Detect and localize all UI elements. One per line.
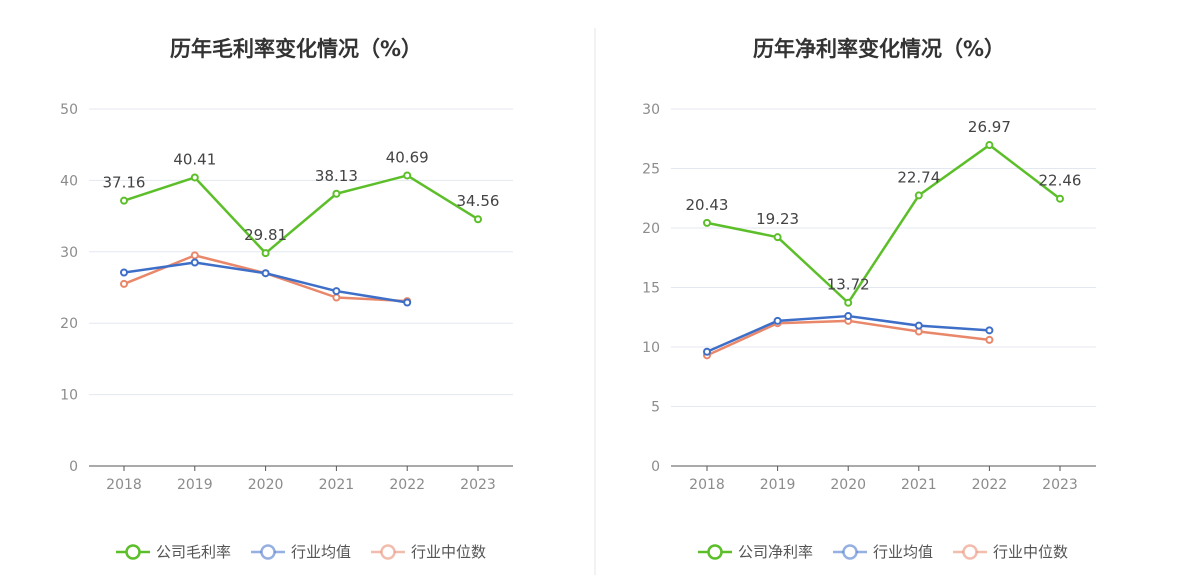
data-point (120, 268, 128, 277)
data-point (773, 316, 782, 325)
legend-item: 公司毛利率 (116, 543, 231, 561)
legend-marker (842, 544, 858, 560)
y-tick-label: 20 (642, 221, 660, 237)
x-tick-label: 2019 (760, 477, 796, 493)
data-label: 22.46 (1039, 172, 1082, 190)
x-tick-label: 2022 (389, 477, 425, 493)
data-label: 34.56 (457, 192, 500, 210)
x-tick-label: 2021 (319, 477, 355, 493)
data-point (261, 269, 270, 278)
legend-item: 行业均值 (251, 543, 351, 561)
data-point (773, 233, 782, 242)
y-tick-label: 25 (642, 162, 660, 178)
x-tick-label: 2018 (106, 477, 142, 493)
data-label: 20.43 (686, 196, 729, 214)
y-tick-label: 5 (651, 400, 660, 416)
y-tick-label: 20 (60, 316, 78, 332)
legend-marker (260, 544, 276, 560)
legend-label: 行业中位数 (411, 543, 486, 561)
x-tick-label: 2021 (901, 477, 937, 493)
data-point (844, 312, 853, 321)
x-tick-label: 2023 (1042, 477, 1078, 493)
data-point (914, 321, 923, 330)
data-label: 40.41 (173, 150, 216, 168)
data-point (120, 196, 128, 205)
legend-marker (380, 544, 396, 560)
data-point (985, 141, 994, 150)
data-point (332, 189, 341, 198)
legend-label: 行业中位数 (993, 543, 1068, 561)
y-tick-label: 30 (642, 102, 660, 118)
data-label: 19.23 (756, 210, 799, 228)
data-point (985, 326, 994, 335)
chart-title: 历年净利率变化情况（%） (753, 37, 1005, 61)
data-point (332, 287, 341, 296)
net-margin-chart: 历年净利率变化情况（%） 0 5 10 15 20 25 30 2018 2019 2020 202… (642, 37, 1096, 561)
y-tick-label: 10 (642, 340, 660, 356)
y-tick-label: 30 (60, 245, 78, 261)
x-tick-label: 2020 (248, 477, 284, 493)
data-point (703, 347, 711, 356)
data-point (261, 249, 270, 258)
gross-margin-chart: 历年毛利率变化情况（%） 0 10 20 30 40 50 2018 2019 2020 2021… (60, 37, 513, 561)
data-point (844, 298, 853, 307)
legend-marker (962, 544, 978, 560)
data-label: 26.97 (968, 118, 1011, 136)
data-point (403, 171, 412, 180)
y-tick-label: 40 (60, 173, 78, 189)
data-point (985, 335, 994, 344)
data-label: 29.81 (244, 226, 287, 244)
chart-title: 历年毛利率变化情况（%） (170, 37, 422, 61)
series-line (123, 254, 408, 303)
y-tick-label: 50 (60, 102, 78, 118)
x-tick-label: 2022 (972, 477, 1008, 493)
y-tick-label: 0 (69, 459, 78, 475)
legend-item: 行业中位数 (371, 543, 486, 561)
legend-marker (707, 544, 723, 560)
legend-label: 公司净利率 (738, 543, 813, 561)
data-point (190, 258, 199, 267)
legend-marker (125, 544, 141, 560)
data-point (474, 215, 482, 224)
legend-item: 行业中位数 (953, 543, 1068, 561)
data-label: 22.74 (897, 168, 940, 186)
legend-item: 公司净利率 (698, 543, 813, 561)
series-line (123, 174, 479, 255)
data-label: 38.13 (315, 167, 358, 185)
x-tick-label: 2018 (689, 477, 725, 493)
x-tick-label: 2020 (830, 477, 866, 493)
y-tick-label: 15 (642, 281, 660, 297)
legend-item: 行业均值 (833, 543, 933, 561)
series-line (706, 319, 990, 357)
data-point (332, 293, 341, 302)
y-tick-label: 0 (651, 459, 660, 475)
x-tick-label: 2019 (177, 477, 213, 493)
legend-label: 行业均值 (291, 543, 351, 561)
data-point (403, 298, 412, 307)
data-point (120, 279, 128, 288)
legend-label: 公司毛利率 (156, 543, 231, 561)
series-line (706, 143, 1061, 304)
data-point (703, 218, 711, 227)
data-label: 13.72 (827, 276, 870, 294)
x-tick-label: 2023 (460, 477, 496, 493)
data-point (1056, 194, 1064, 203)
data-label: 37.16 (103, 174, 146, 192)
data-point (190, 251, 199, 260)
legend-label: 行业均值 (873, 543, 933, 561)
series-line (123, 261, 408, 304)
data-point (914, 191, 923, 200)
data-label: 40.69 (386, 148, 429, 166)
data-point (190, 173, 199, 182)
y-tick-label: 10 (60, 388, 78, 404)
